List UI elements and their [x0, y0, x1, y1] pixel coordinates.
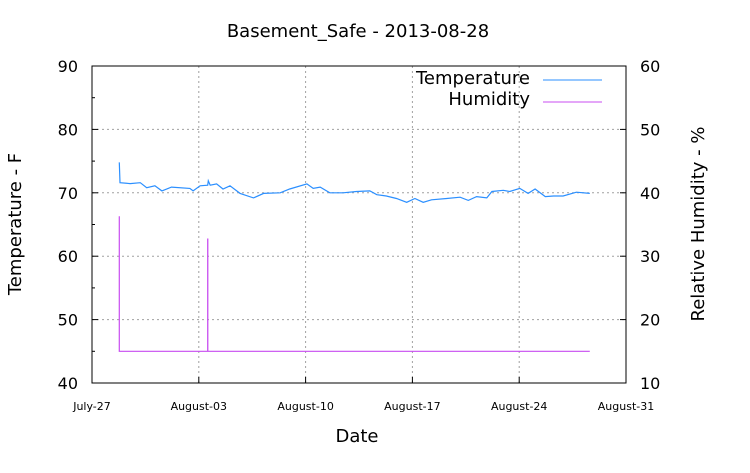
- y2-axis-label: Relative Humidity - %: [688, 127, 709, 322]
- x-tick-label: July-27: [72, 400, 111, 413]
- x-tick-label: August-10: [277, 400, 333, 413]
- series-line-humidity: [118, 216, 590, 352]
- y-tick-label: 40: [58, 374, 78, 393]
- y-tick-label: 60: [58, 247, 78, 266]
- ticks: 40 50 60 70 80 90 10 20 30 40 50 60 July-27 August-03…: [58, 57, 661, 413]
- y-tick-label: 70: [58, 184, 78, 203]
- y2-tick-label: 50: [640, 120, 660, 139]
- y2-tick-label: 60: [640, 57, 660, 76]
- y-tick-label: 50: [58, 311, 78, 330]
- y2-tick-label: 20: [640, 311, 660, 330]
- y-axis-label: Temperature - F: [5, 153, 26, 296]
- x-tick-label: August-24: [491, 400, 547, 413]
- legend-label-temperature: Temperature: [415, 68, 530, 89]
- y2-tick-label: 10: [640, 374, 660, 393]
- x-tick-label: August-31: [598, 400, 654, 413]
- x-tick-label: August-17: [384, 400, 440, 413]
- plot-frame: [91, 65, 627, 384]
- y2-tick-label: 30: [640, 247, 660, 266]
- series: [118, 162, 590, 352]
- y2-tick-label: 40: [640, 184, 660, 203]
- x-tick-label: August-03: [171, 400, 227, 413]
- legend-label-humidity: Humidity: [448, 89, 530, 110]
- legend: Temperature Humidity: [415, 68, 602, 110]
- grid: [92, 66, 626, 383]
- y-tick-label: 90: [58, 57, 78, 76]
- x-axis-label: Date: [335, 426, 378, 447]
- y-tick-label: 80: [58, 120, 78, 139]
- chart-title: Basement_Safe - 2013-08-28: [227, 21, 489, 42]
- series-line-temperature: [118, 162, 590, 203]
